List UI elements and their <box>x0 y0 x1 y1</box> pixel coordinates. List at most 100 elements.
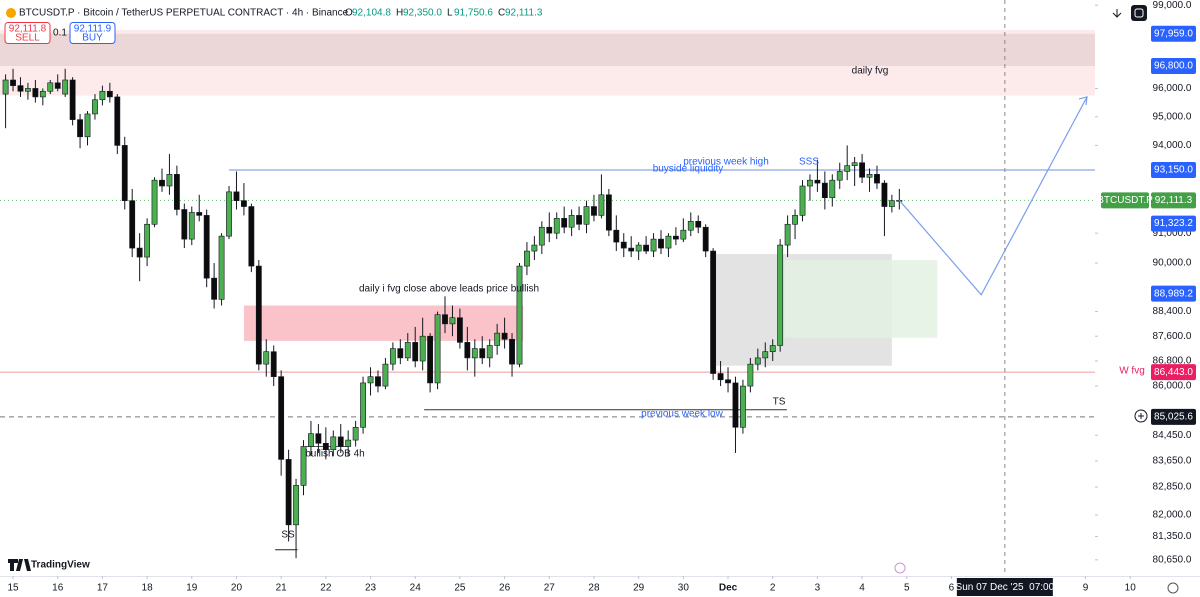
price-badge-label: 92,111.3 <box>1155 195 1193 206</box>
candle-body <box>114 96 121 146</box>
sell-label[interactable]: SELL <box>15 33 40 44</box>
x-tick-label: 2 <box>770 583 776 594</box>
candle-body <box>754 357 761 365</box>
candle-body <box>531 244 538 252</box>
candle-body <box>501 332 508 340</box>
annotation: daily i fvg close above leads price bull… <box>359 284 539 295</box>
candle-body <box>658 238 664 249</box>
candle-body <box>471 348 478 359</box>
candle-body <box>2 79 9 95</box>
buy-label[interactable]: BUY <box>82 33 103 44</box>
buy-price[interactable]: 92,111.9 <box>74 24 112 35</box>
overlay-ui: BTCUSDT.P · Bitcoin / TetherUS PERPETUAL… <box>4 5 1179 594</box>
candle-body <box>248 206 255 267</box>
ohlc-value: 91,750.6 <box>454 8 493 19</box>
candle-body <box>203 215 210 279</box>
zone <box>0 33 1095 66</box>
candle-body <box>821 182 828 199</box>
candle-body <box>807 179 813 187</box>
sell-price[interactable]: 92,111.8 <box>9 24 47 35</box>
candle-body <box>777 244 784 346</box>
candle-body <box>538 226 545 246</box>
candle-body <box>844 165 851 172</box>
y-tick-label: 81,350.0 <box>1153 531 1192 542</box>
candle-body <box>486 345 493 359</box>
candle-body <box>32 88 39 98</box>
annotation: previous week high <box>683 157 769 168</box>
candle-body <box>792 215 798 225</box>
candle-body <box>509 338 515 365</box>
candle-body <box>315 433 322 444</box>
candle-body <box>769 345 776 352</box>
y-tick-label: 88,400.0 <box>1153 306 1192 317</box>
candle-body <box>605 194 612 231</box>
y-tick-label: 82,850.0 <box>1153 482 1192 493</box>
x-tick-label: 3 <box>815 583 821 594</box>
annotation: bullish OB 4h <box>305 449 364 460</box>
candle-body <box>591 206 597 216</box>
price-badge-label: 88,989.2 <box>1154 288 1193 299</box>
x-tick-label: 30 <box>678 583 690 594</box>
sell-button[interactable] <box>4 22 51 44</box>
candle-body <box>188 212 195 240</box>
buy-button[interactable] <box>69 22 116 44</box>
candle-body <box>680 229 687 240</box>
candle-body <box>747 363 754 387</box>
x-tick-label: 17 <box>97 583 109 594</box>
scroll-icon[interactable] <box>1112 9 1122 18</box>
candle-body <box>732 382 739 428</box>
candle-body <box>695 220 702 228</box>
x-tick-label: 5 <box>904 583 910 594</box>
candle-body <box>851 162 858 166</box>
projection-arrow <box>1078 96 1088 105</box>
candle-body <box>620 241 627 249</box>
annotation: daily fvg <box>852 66 889 77</box>
candle-body <box>263 351 270 365</box>
annotation: SS <box>281 530 295 541</box>
ohlc-label: L <box>447 8 453 19</box>
x-tick-label: 4 <box>859 583 865 594</box>
candle-body <box>92 99 98 115</box>
candle-body <box>17 85 24 92</box>
candle-body <box>442 314 448 325</box>
candle-body <box>762 351 769 359</box>
logo-icon <box>8 559 31 571</box>
y-tick-label: 96,000.0 <box>1153 83 1192 94</box>
candle-body <box>151 179 158 225</box>
add-icon <box>1138 413 1144 419</box>
axes: 99,000.0 96,000.0 95,000.0 94,000.0 91,000.0… <box>7 0 1196 596</box>
candle-body <box>352 426 359 441</box>
x-tick-label: 16 <box>52 583 64 594</box>
candle-body <box>211 277 218 300</box>
x-tick-label: Dec <box>719 583 738 594</box>
candle-body <box>389 348 396 365</box>
candle-body <box>166 174 173 187</box>
candle-body <box>881 182 888 207</box>
candle-body <box>665 235 672 249</box>
candle-body <box>464 342 471 359</box>
candle-body <box>39 90 46 98</box>
zone <box>784 260 938 338</box>
symbol-icon <box>6 8 16 18</box>
price-badge-label: 85,025.6 <box>1154 412 1193 423</box>
candle-body <box>300 446 307 486</box>
candle-body <box>77 119 83 138</box>
settings-button[interactable] <box>1131 5 1147 21</box>
candle-body <box>427 335 434 384</box>
candle-body <box>218 235 225 300</box>
candle-body <box>568 215 575 228</box>
candle-body <box>84 113 91 138</box>
candle-body <box>456 317 463 343</box>
candle-body <box>337 436 344 447</box>
settings-gear[interactable] <box>1167 582 1179 594</box>
event-icon[interactable] <box>894 562 906 574</box>
x-tick-label: 28 <box>588 583 600 594</box>
ohlc-value: 92,104.8 <box>352 8 391 19</box>
candle-body <box>874 174 880 184</box>
price-badge-label: 96,800.0 <box>1154 61 1193 72</box>
y-tick-label: 90,000.0 <box>1153 258 1192 269</box>
ohlc-label: H <box>396 8 403 19</box>
y-tick-label: 87,600.0 <box>1153 331 1192 342</box>
candle-body <box>173 174 180 210</box>
